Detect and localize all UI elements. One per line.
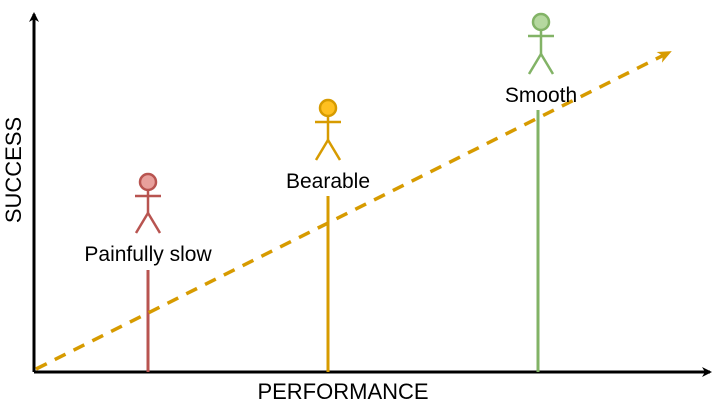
trend-arrow	[35, 50, 672, 371]
stick-figure-smooth-icon	[527, 12, 555, 75]
y-axis-label: SUCCESS	[1, 116, 26, 224]
x-axis-label: PERFORMANCE	[257, 379, 429, 404]
stick-figure-bearable-icon	[314, 98, 342, 161]
stick-figure-painfully-slow-icon	[134, 172, 162, 234]
figure-label-painfully-slow: Painfully slow	[84, 243, 212, 266]
figure-label-bearable: Bearable	[285, 170, 371, 193]
figure-label-smooth: Smooth	[504, 84, 578, 107]
